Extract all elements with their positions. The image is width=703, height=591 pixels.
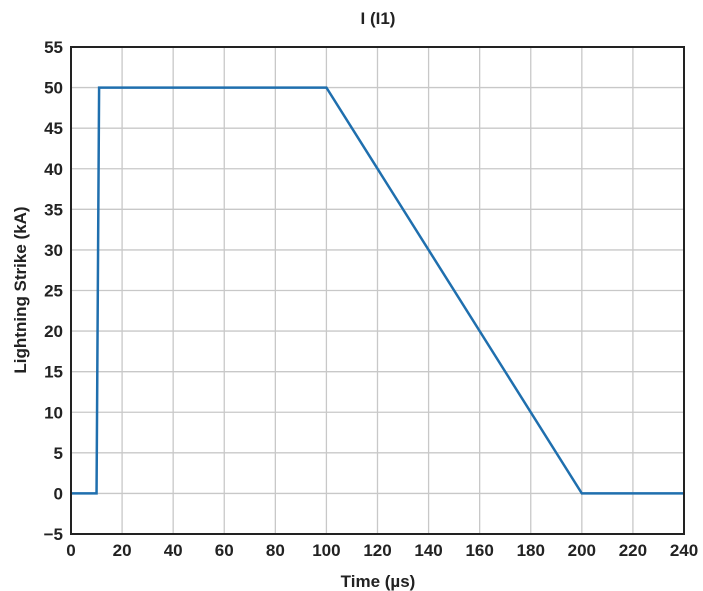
x-tick-label: 20	[113, 541, 132, 560]
y-tick-label: 15	[44, 363, 63, 382]
plot-frame	[70, 46, 685, 535]
x-tick-label: 220	[619, 541, 647, 560]
x-tick-label: 80	[266, 541, 285, 560]
y-tick-label: 50	[44, 79, 63, 98]
y-tick-label: 45	[44, 119, 63, 138]
y-tick-label: 40	[44, 160, 63, 179]
x-axis-label: Time (µs)	[341, 572, 416, 591]
y-tick-label: 25	[44, 282, 63, 301]
x-tick-label: 200	[568, 541, 596, 560]
y-tick-label: −5	[44, 525, 63, 544]
y-tick-label: 5	[54, 444, 63, 463]
y-tick-label: 0	[54, 484, 63, 503]
x-tick-label: 140	[414, 541, 442, 560]
x-tick-label: 180	[517, 541, 545, 560]
grid	[70, 46, 685, 535]
y-axis-label: Lightning Strike (kA)	[11, 206, 30, 373]
y-axis-ticks: −5 0 5 10 15 20 25 30 35 40 45 50 55	[44, 38, 63, 544]
x-tick-label: 120	[363, 541, 391, 560]
x-tick-label: 160	[465, 541, 493, 560]
x-tick-label: 100	[312, 541, 340, 560]
y-tick-label: 35	[44, 200, 63, 219]
y-tick-label: 20	[44, 322, 63, 341]
x-axis-ticks: 0 20 40 60 80 100 120 140 160 180 200 220 240	[66, 541, 698, 560]
y-tick-label: 10	[44, 403, 63, 422]
x-tick-label: 60	[215, 541, 234, 560]
y-tick-label: 55	[44, 38, 63, 57]
x-tick-label: 40	[164, 541, 183, 560]
series-line-0	[71, 86, 684, 495]
chart-title: I (I1)	[361, 9, 396, 28]
series-layer	[71, 86, 684, 495]
x-tick-label: 0	[66, 541, 75, 560]
y-tick-label: 30	[44, 241, 63, 260]
x-tick-label: 240	[670, 541, 698, 560]
